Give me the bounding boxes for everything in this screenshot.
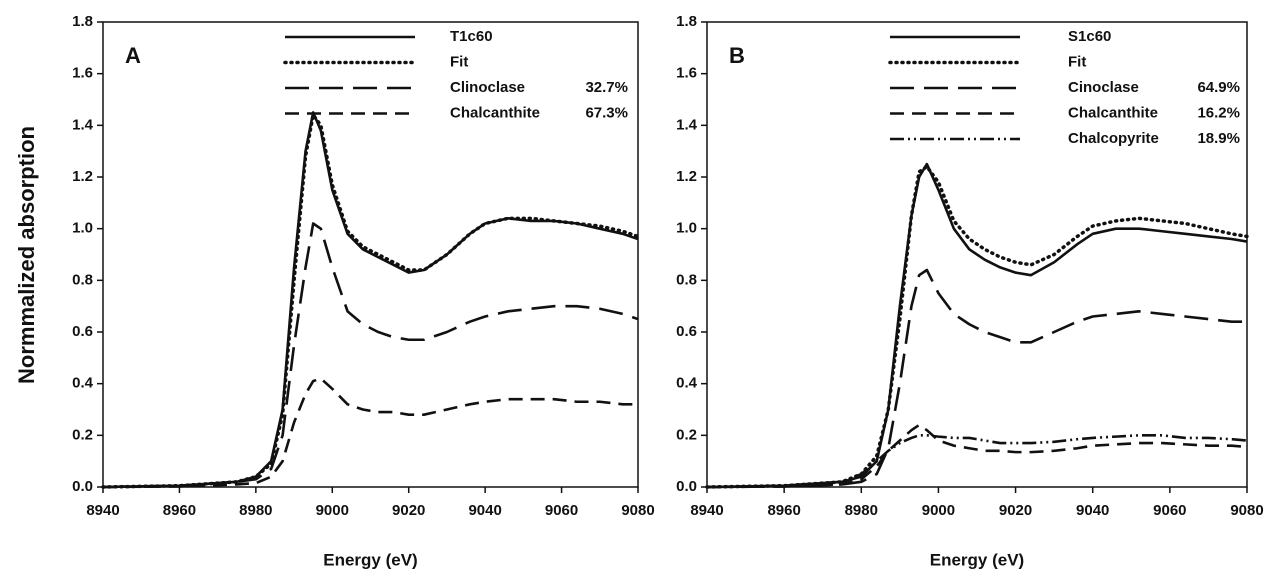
x-tick-label: 9040 xyxy=(468,502,501,519)
panel-label: A xyxy=(125,43,141,68)
legend-percent: 18.9% xyxy=(1197,130,1240,147)
y-tick-label: 0.6 xyxy=(72,323,93,340)
series-line xyxy=(102,377,638,489)
y-axis-title: Normmalized absorption xyxy=(14,126,39,384)
legend-label: Cinoclase xyxy=(1068,79,1139,96)
y-tick-label: 1.4 xyxy=(676,116,698,133)
x-tick-label: 8940 xyxy=(86,502,119,519)
legend-label: Chalcopyrite xyxy=(1068,130,1159,147)
panel-label: B xyxy=(729,43,745,68)
x-tick-label: 9040 xyxy=(1076,502,1109,519)
legend-label: Fit xyxy=(450,53,468,70)
y-tick-label: 1.2 xyxy=(72,168,93,185)
series-line xyxy=(102,222,639,489)
legend-label: T1c60 xyxy=(450,28,493,45)
x-tick-label: 9060 xyxy=(1153,502,1186,519)
x-tick-label: 8960 xyxy=(163,502,196,519)
x-tick-label: 8980 xyxy=(845,502,878,519)
y-tick-label: 0.8 xyxy=(676,271,697,288)
x-tick-label: 9060 xyxy=(545,502,578,519)
series-line xyxy=(706,434,1248,489)
series-line xyxy=(101,113,640,489)
x-tick-label: 9020 xyxy=(392,502,425,519)
x-tick-label: 9080 xyxy=(1230,502,1263,519)
plot-frame xyxy=(102,21,639,488)
legend-percent: 67.3% xyxy=(585,104,628,121)
x-axis-title: Energy (eV) xyxy=(323,550,417,569)
legend-percent: 16.2% xyxy=(1197,104,1240,121)
x-tick-label: 8980 xyxy=(239,502,272,519)
y-tick-label: 1.4 xyxy=(72,116,94,133)
y-tick-label: 0.8 xyxy=(72,271,93,288)
legend-label: Chalcanthite xyxy=(1068,104,1158,121)
y-tick-label: 1.2 xyxy=(676,168,697,185)
y-tick-label: 1.8 xyxy=(676,13,697,30)
x-tick-label: 9000 xyxy=(316,502,349,519)
y-tick-label: 0.4 xyxy=(72,375,94,392)
y-tick-label: 1.0 xyxy=(676,220,697,237)
series-line xyxy=(706,268,1247,489)
series-line xyxy=(102,111,639,489)
y-tick-label: 0.2 xyxy=(676,426,697,443)
x-tick-label: 9080 xyxy=(621,502,654,519)
x-tick-label: 8940 xyxy=(690,502,723,519)
series-line xyxy=(706,423,1248,489)
legend-label: Chalcanthite xyxy=(450,104,540,121)
series-line xyxy=(706,162,1248,489)
x-axis-title: Energy (eV) xyxy=(930,550,1024,569)
y-tick-label: 0.2 xyxy=(72,426,93,443)
x-tick-label: 9000 xyxy=(922,502,955,519)
y-tick-label: 1.0 xyxy=(72,220,93,237)
y-tick-label: 0.0 xyxy=(676,478,697,495)
plot-frame xyxy=(706,21,1248,488)
legend-label: S1c60 xyxy=(1068,28,1111,45)
x-tick-label: 8960 xyxy=(767,502,800,519)
y-tick-label: 1.6 xyxy=(72,65,93,82)
y-tick-label: 0.0 xyxy=(72,478,93,495)
legend-percent: 32.7% xyxy=(585,79,628,96)
legend-label: Clinoclase xyxy=(450,79,525,96)
y-tick-label: 0.6 xyxy=(676,323,697,340)
legend-percent: 64.9% xyxy=(1197,79,1240,96)
y-tick-label: 1.8 xyxy=(72,13,93,30)
y-tick-label: 1.6 xyxy=(676,65,697,82)
legend-label: Fit xyxy=(1068,53,1086,70)
x-tick-label: 9020 xyxy=(999,502,1032,519)
y-tick-label: 0.4 xyxy=(676,375,698,392)
